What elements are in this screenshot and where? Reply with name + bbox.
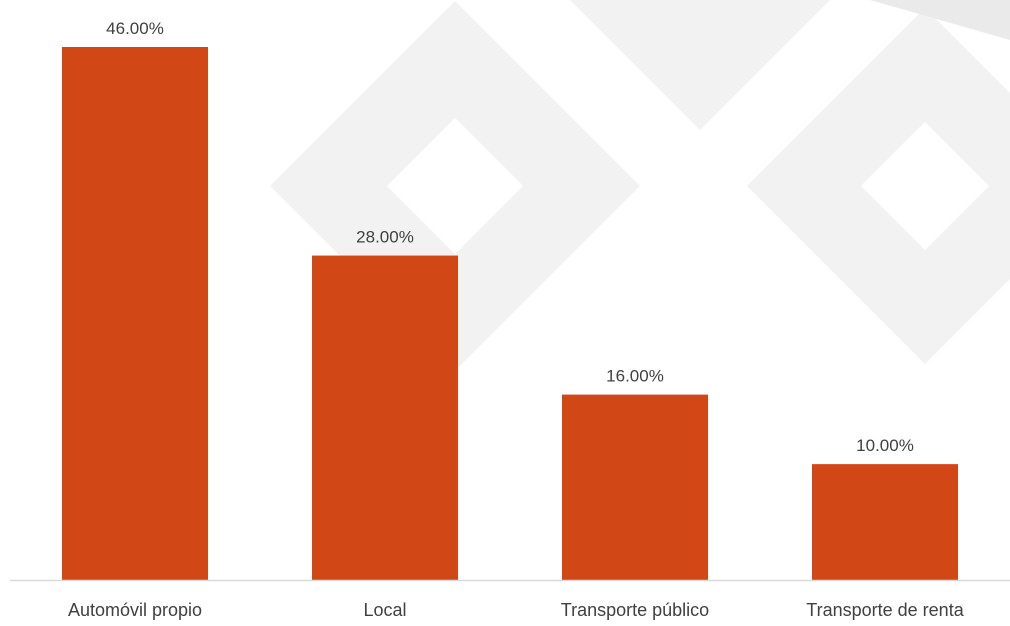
category-label-0: Automóvil propio	[68, 600, 202, 620]
watermark-stripe	[820, 0, 1010, 40]
bars-group	[62, 47, 958, 580]
labels-group: 46.00% Automóvil propio 28.00% Local 16.00% T…	[68, 19, 965, 620]
category-label-1: Local	[363, 600, 406, 620]
bar-2	[562, 394, 708, 580]
data-label-2: 16.00%	[606, 367, 664, 386]
watermark-diamond-top	[570, 0, 830, 130]
bar-0	[62, 47, 208, 580]
watermark-diamond-left-hole	[387, 118, 523, 254]
watermark-diamond-right-hole	[861, 122, 989, 250]
bar-1	[312, 255, 458, 580]
bar-3	[812, 464, 958, 580]
category-label-2: Transporte público	[561, 600, 709, 620]
data-label-3: 10.00%	[856, 436, 914, 455]
data-label-0: 46.00%	[106, 19, 164, 38]
category-label-3: Transporte de renta	[806, 600, 964, 620]
data-label-1: 28.00%	[356, 228, 414, 247]
